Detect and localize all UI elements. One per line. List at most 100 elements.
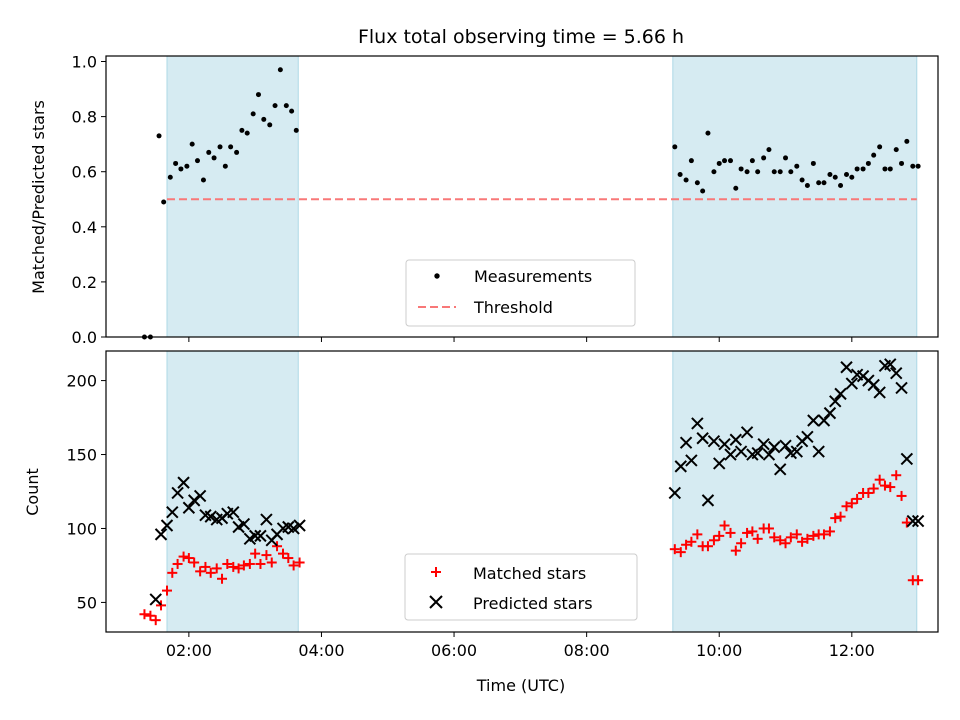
- predicted-stars-point: [707, 435, 721, 448]
- measurement-point: [272, 103, 278, 109]
- measurement-point: [178, 166, 184, 172]
- count-panel: 50 100 150 200 02:00 04:00 06:00 08:00 10:00 12:0…: [66, 350, 939, 660]
- measurement-point: [206, 149, 212, 155]
- predicted-stars-point: [807, 414, 820, 427]
- predicted-stars-point: [834, 387, 847, 401]
- measurement-point: [147, 334, 153, 340]
- predicted-stars-point-b: [204, 510, 217, 523]
- measurement-point: [244, 130, 250, 136]
- bottom-shaded-interval: [672, 350, 918, 633]
- predicted-stars-point: [171, 486, 184, 500]
- matched-stars-point: [272, 541, 283, 552]
- matched-stars-point: [217, 573, 228, 584]
- predicted-stars-point: [701, 494, 715, 507]
- bottom-x-tick-label: 12:00: [829, 641, 875, 660]
- predicted-stars-point: [823, 406, 837, 420]
- measurement-point: [222, 163, 228, 169]
- predicted-stars-point: [812, 445, 825, 458]
- predicted-stars-point: [177, 476, 190, 489]
- predicted-stars-point-b: [850, 368, 864, 381]
- measurement-point: [860, 166, 866, 172]
- measurement-point: [194, 158, 200, 164]
- predicted-stars-point-b: [900, 452, 914, 466]
- matched-stars-point: [139, 609, 150, 620]
- matched-stars-point: [189, 557, 200, 568]
- predicted-stars-point: [867, 378, 880, 392]
- predicted-stars-point-b: [729, 433, 743, 446]
- predicted-stars-point: [911, 514, 925, 528]
- measurement-point: [672, 144, 678, 150]
- matched-stars-point: [791, 529, 802, 540]
- predicted-stars-point-b: [293, 519, 306, 532]
- predicted-stars-point-b: [154, 528, 168, 541]
- predicted-stars-point: [774, 463, 787, 476]
- predicted-stars-point: [204, 510, 217, 523]
- matched-stars-point: [775, 535, 786, 546]
- predicted-stars-point-b: [724, 448, 737, 461]
- predicted-stars-point: [154, 528, 168, 541]
- predicted-stars-point-b: [199, 508, 212, 522]
- matched-stars-point: [244, 558, 255, 569]
- predicted-stars-point-b: [160, 519, 174, 532]
- predicted-stars-point: [817, 414, 831, 427]
- predicted-stars-point: [900, 452, 914, 466]
- matched-stars-point: [261, 550, 272, 561]
- measurement-point: [705, 130, 711, 136]
- predicted-stars-point: [895, 381, 908, 395]
- predicted-stars-point-b: [774, 463, 787, 476]
- measurement-point: [755, 169, 761, 175]
- predicted-stars-point: [890, 366, 903, 380]
- predicted-stars-point-b: [248, 529, 262, 543]
- matched-stars-point: [830, 513, 841, 524]
- measurement-point: [827, 171, 833, 177]
- predicted-stars-point-b: [829, 395, 842, 408]
- predicted-stars-point-b: [873, 386, 886, 399]
- predicted-stars-point: [149, 593, 162, 606]
- predicted-stars-point-b: [867, 378, 880, 392]
- predicted-stars-point: [845, 377, 859, 390]
- predicted-stars-point-b: [287, 522, 300, 535]
- measurement-point: [289, 108, 295, 114]
- top-y-axis-label: Matched/Predicted stars: [29, 100, 48, 294]
- measurement-point: [771, 169, 777, 175]
- predicted-stars-point-b: [691, 417, 704, 430]
- matched-stars-point: [669, 544, 680, 555]
- matched-stars-point: [891, 470, 902, 481]
- matched-stars-point: [719, 520, 730, 531]
- measurement-point: [677, 171, 683, 177]
- predicted-stars-point-b: [187, 494, 201, 507]
- matched-stars-point: [686, 536, 697, 547]
- matched-stars-point: [747, 526, 758, 537]
- predicted-stars-point-b: [807, 414, 820, 427]
- matched-stars-point: [250, 548, 261, 559]
- bottom-legend-box: [404, 553, 638, 621]
- predicted-stars-point: [762, 448, 776, 461]
- matched-stars-point: [846, 498, 857, 509]
- predicted-stars-point: [193, 489, 207, 503]
- matched-stars-point: [183, 553, 194, 564]
- matched-stars-point: [222, 558, 233, 569]
- predicted-stars-point: [287, 522, 300, 535]
- measurement-point: [899, 160, 905, 166]
- measurement-point: [915, 163, 921, 169]
- predicted-stars-point-b: [895, 381, 908, 395]
- x-axis-label: Time (UTC): [476, 676, 565, 695]
- predicted-stars-point-b: [823, 406, 837, 420]
- predicted-stars-point-b: [227, 505, 240, 519]
- measurement-point: [228, 144, 234, 150]
- bottom-y-tick-label: 200: [66, 372, 97, 391]
- legend-label-matched: Matched stars: [473, 564, 586, 583]
- matched-stars-point: [238, 560, 249, 571]
- chart-title: Flux total observing time = 5.66 h: [358, 26, 684, 48]
- matched-stars-point: [763, 523, 774, 534]
- matched-stars-point: [879, 480, 890, 491]
- measurement-point: [722, 158, 728, 164]
- matched-stars-point: [736, 538, 747, 549]
- predicted-stars-point-b: [171, 486, 184, 500]
- bottom-axes-frame: [105, 350, 939, 633]
- predicted-stars-point: [801, 430, 814, 443]
- matched-stars-point: [818, 529, 829, 540]
- measurement-point: [844, 171, 850, 177]
- predicted-stars-point: [182, 501, 196, 514]
- top-shaded-interval: [672, 55, 918, 338]
